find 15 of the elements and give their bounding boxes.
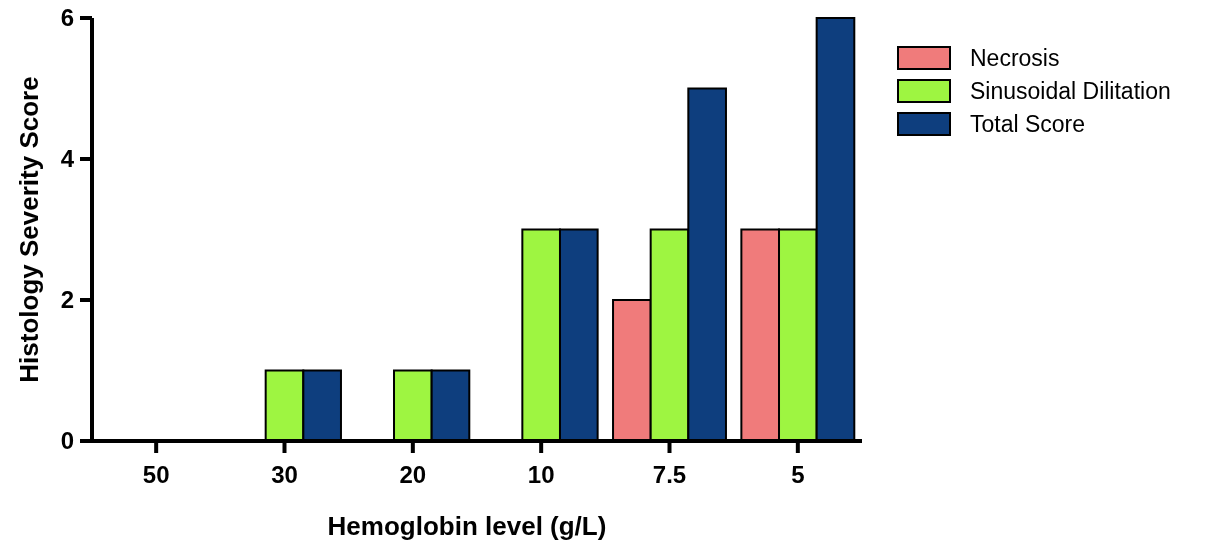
y-tick-label: 0: [60, 427, 74, 455]
x-tick-label: 10: [527, 461, 555, 488]
y-axis-title: Histology Severity Score: [14, 76, 44, 383]
legend-label: Sinusoidal Dilitation: [970, 78, 1171, 105]
y-tick-label: 4: [60, 145, 75, 173]
x-tick-label: 7.5: [652, 461, 687, 488]
x-tick-label: 30: [271, 461, 298, 488]
x-tick-label: 50: [142, 461, 170, 488]
legend-label: Total Score: [970, 111, 1086, 138]
x-tick-label: 5: [791, 461, 805, 488]
x-tick-label: 20: [399, 461, 427, 488]
y-tick-label: 2: [60, 286, 74, 314]
legend-label: Necrosis: [970, 45, 1060, 72]
y-tick-label: 6: [60, 4, 74, 32]
x-axis-title: Hemoglobin level (g/L): [327, 511, 607, 541]
